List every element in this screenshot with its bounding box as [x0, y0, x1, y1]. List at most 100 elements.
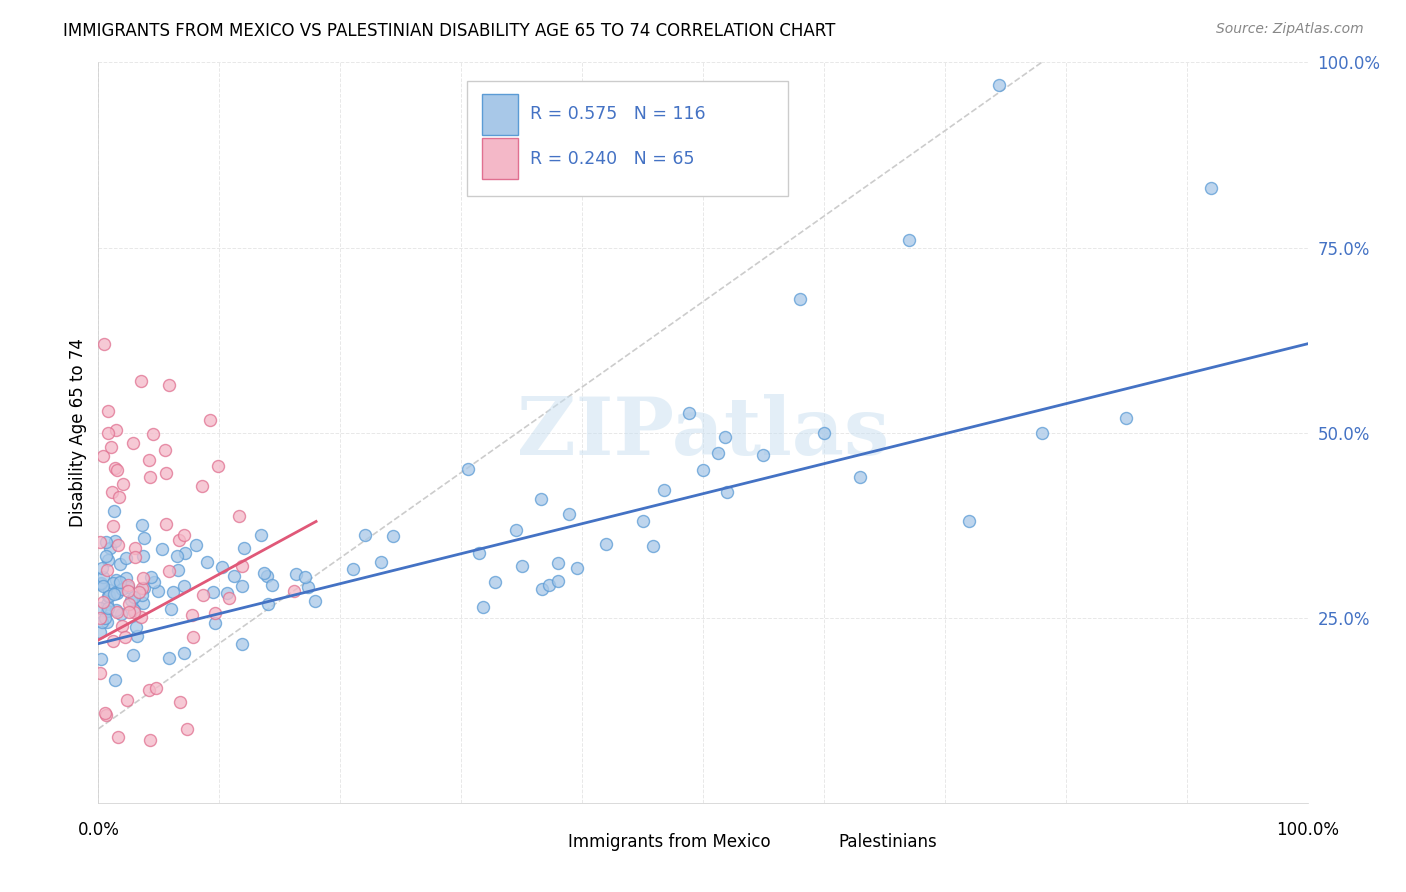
- Point: [228, 508, 250, 523]
- Point: [211, 560, 233, 574]
- Point: [162, 584, 184, 599]
- Point: [115, 692, 138, 706]
- Point: [134, 582, 156, 596]
- Point: [256, 569, 278, 583]
- Point: [505, 523, 527, 537]
- Point: [537, 578, 560, 592]
- Point: [231, 558, 253, 573]
- Point: [97, 553, 120, 567]
- Text: Immigrants from Mexico: Immigrants from Mexico: [568, 833, 770, 851]
- Point: [530, 582, 553, 596]
- Point: [198, 413, 221, 427]
- Text: Source: ZipAtlas.com: Source: ZipAtlas.com: [1216, 22, 1364, 37]
- Point: [138, 470, 160, 484]
- Point: [110, 607, 132, 621]
- Point: [692, 462, 714, 476]
- Point: [547, 574, 569, 588]
- Text: R = 0.575   N = 116: R = 0.575 N = 116: [530, 105, 706, 123]
- Point: [100, 441, 122, 455]
- Point: [381, 529, 404, 543]
- Point: [283, 583, 305, 598]
- Point: [96, 563, 118, 577]
- Point: [89, 625, 111, 640]
- Point: [510, 558, 533, 573]
- Point: [157, 651, 180, 665]
- Point: [91, 579, 114, 593]
- Point: [180, 607, 202, 622]
- Text: ZIPatlas: ZIPatlas: [517, 393, 889, 472]
- Point: [143, 574, 166, 589]
- Bar: [804, 836, 831, 853]
- Point: [631, 515, 654, 529]
- Point: [118, 605, 141, 619]
- Point: [103, 503, 125, 517]
- Point: [155, 466, 177, 480]
- Point: [138, 682, 160, 697]
- Point: [547, 556, 569, 570]
- Text: 100.0%: 100.0%: [1277, 822, 1339, 839]
- Point: [107, 730, 129, 744]
- Point: [184, 538, 207, 552]
- Point: [98, 589, 121, 603]
- Point: [107, 586, 129, 600]
- Point: [128, 585, 150, 599]
- Point: [716, 484, 738, 499]
- Point: [104, 573, 127, 587]
- Point: [105, 605, 128, 619]
- Point: [297, 580, 319, 594]
- Point: [217, 586, 239, 600]
- Point: [789, 293, 811, 307]
- Point: [595, 536, 617, 550]
- Point: [114, 571, 136, 585]
- Point: [121, 436, 143, 450]
- Point: [202, 585, 225, 599]
- Point: [98, 541, 121, 556]
- Point: [988, 78, 1011, 92]
- Point: [173, 646, 195, 660]
- Point: [89, 601, 111, 615]
- Point: [124, 603, 146, 617]
- Point: [139, 570, 162, 584]
- Point: [101, 634, 124, 648]
- Point: [108, 574, 131, 589]
- Point: [96, 604, 118, 618]
- Point: [89, 611, 111, 625]
- Point: [159, 602, 181, 616]
- Point: [342, 562, 364, 576]
- Point: [124, 549, 146, 564]
- Point: [96, 597, 118, 611]
- Point: [103, 461, 125, 475]
- Point: [104, 673, 127, 687]
- Point: [105, 462, 128, 476]
- Point: [104, 603, 127, 617]
- Point: [150, 542, 173, 557]
- Point: [1199, 181, 1222, 195]
- Point: [181, 630, 204, 644]
- Point: [129, 374, 152, 388]
- Point: [457, 462, 479, 476]
- Point: [94, 549, 117, 563]
- Point: [752, 448, 775, 462]
- Point: [176, 723, 198, 737]
- Point: [132, 571, 155, 585]
- Point: [142, 426, 165, 441]
- Point: [122, 648, 145, 663]
- Point: [155, 443, 177, 458]
- Point: [104, 423, 127, 437]
- Point: [204, 606, 226, 620]
- Point: [222, 569, 245, 583]
- Point: [90, 577, 112, 591]
- Point: [471, 599, 494, 614]
- Point: [191, 589, 214, 603]
- Point: [97, 425, 120, 440]
- Point: [484, 574, 506, 589]
- Point: [173, 579, 195, 593]
- Point: [108, 490, 131, 504]
- Point: [131, 581, 153, 595]
- Point: [957, 515, 980, 529]
- Point: [530, 492, 553, 507]
- Point: [468, 546, 491, 560]
- Bar: [482, 94, 517, 135]
- Point: [93, 336, 115, 351]
- Point: [260, 578, 283, 592]
